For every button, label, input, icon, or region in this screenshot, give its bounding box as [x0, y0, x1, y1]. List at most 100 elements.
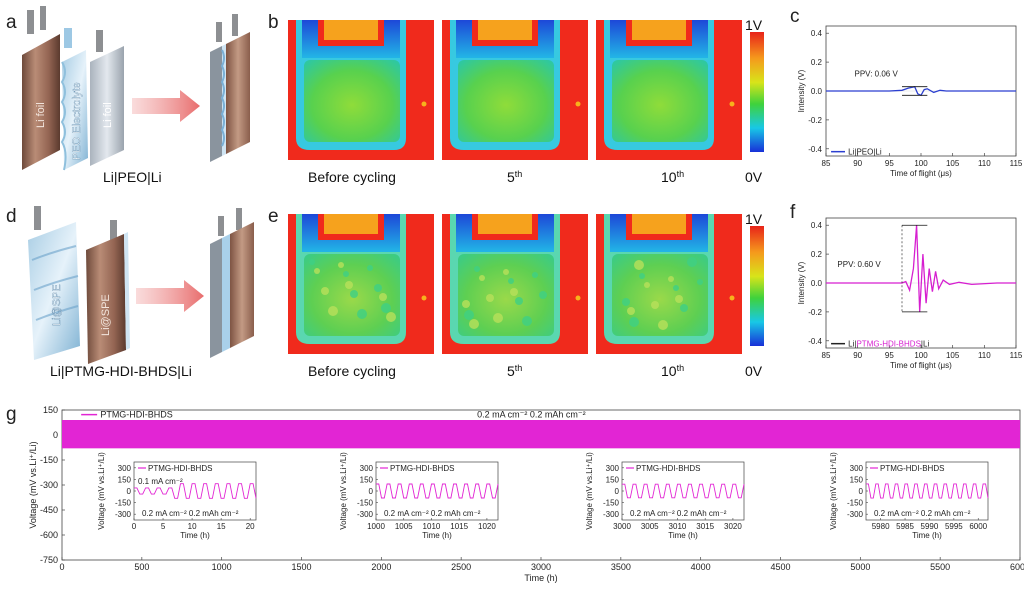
caption-d: Li|PTMG-HDI-BHDS|Li: [50, 363, 192, 379]
x-tick-label: 105: [946, 351, 960, 360]
heatmap-speckle: [675, 295, 683, 303]
heatmap-speckle: [639, 273, 645, 279]
heatmap-caption-sup: th: [515, 169, 523, 179]
y-axis-label: Voltage (mV vs.Li⁺/Li): [28, 441, 38, 528]
heatmap-speckle: [644, 282, 650, 288]
heatmap-speckle: [479, 275, 485, 281]
caption-a: Li|PEO|Li: [103, 169, 162, 185]
heatmap-speckle: [680, 304, 688, 312]
x-tick-label: 3000: [531, 562, 551, 572]
y-axis-label: Intensity (V): [797, 261, 806, 304]
panel-g: g 0 500 1000 1500 2000 2500 3000 3500 4000 4500 50…: [6, 404, 1024, 583]
heatmap-speckle: [634, 260, 644, 270]
heatmap-speckle: [510, 288, 518, 296]
heatmap-dot: [729, 101, 735, 107]
heatmap-caption: 10th: [661, 363, 684, 379]
inset-x-tick-label: 5995: [945, 522, 963, 531]
inset-y-tick-label: -150: [847, 499, 864, 508]
inset-x-tick-label: 5985: [896, 522, 914, 531]
inset-y-axis-label: Voltage (mV vs.Li⁺/Li): [97, 452, 106, 530]
heatmap-speckle: [338, 262, 344, 268]
x-tick-label: 95: [885, 351, 894, 360]
heatmap-speckle: [622, 298, 630, 306]
inset-series-line: [622, 483, 745, 499]
inset-x-axis-label: Time (h): [668, 531, 698, 540]
x-tick-label: 2000: [371, 562, 391, 572]
inset-y-tick-label: 0: [127, 487, 132, 496]
heatmap-speckle: [668, 276, 674, 282]
peo-electrolyte-illustration: PEO Electrolyte: [60, 28, 88, 171]
y-tick-label: 0.0: [811, 279, 823, 288]
heatmap-dot: [729, 295, 735, 301]
heatmap-image: [596, 20, 742, 160]
heatmap-body: [612, 60, 708, 142]
inset-y-tick-label: 0: [859, 487, 864, 496]
inset-x-tick-label: 1000: [367, 522, 385, 531]
heatmap-caption-sup: th: [515, 363, 523, 373]
heatmap-dot: [575, 101, 581, 107]
heatmap-speckle: [697, 279, 703, 285]
inset-legend-label: PTMG-HDI-BHDS: [880, 464, 944, 473]
heatmap-dot: [421, 101, 427, 107]
x-tick-label: 85: [822, 351, 831, 360]
x-tick-label: 2500: [451, 562, 471, 572]
heatmap-speckle: [515, 297, 523, 305]
x-tick-label: 6000: [1010, 562, 1024, 572]
heatmap-speckle: [328, 306, 338, 316]
inset-x-axis-label: Time (h): [422, 531, 452, 540]
heatmap-speckle: [627, 307, 635, 315]
x-tick-label: 100: [914, 351, 928, 360]
inset-background: [336, 456, 502, 548]
heatmap-speckle: [493, 313, 503, 323]
panel-label-f: f: [790, 202, 796, 223]
inset-background: [94, 456, 260, 548]
heatmap-speckle: [486, 294, 494, 302]
heatmap-body: [304, 60, 400, 142]
inset-background: [826, 456, 992, 548]
panel-f: f 85 90 95 100 105 110 115 0.4 0.2 0.0 -0.2 -0.4 Tim…: [790, 202, 1023, 370]
heatmap-image: [596, 214, 742, 354]
li-foil-left-label: Li foil: [35, 102, 47, 128]
panel-label-a: a: [6, 12, 17, 33]
x-axis-label: Time of flight (μs): [890, 361, 952, 370]
inset-series-line: [134, 483, 257, 499]
cycling-band: [62, 420, 1020, 449]
panel-d: d Li@SPE Li@SPE Li|PTMG-HDI-BHDS|Li: [6, 206, 254, 379]
condition-label: 0.2 mA cm⁻² 0.2 mAh cm⁻²: [477, 410, 586, 420]
heatmap-dot: [421, 295, 427, 301]
heatmap-speckle: [345, 281, 353, 289]
inset-chart: 5980 5985 5990 5995 6000 300 150 0 -150 -300 Time …: [826, 452, 992, 548]
inset-legend-label: PTMG-HDI-BHDS: [148, 464, 212, 473]
x-tick-label: 3500: [611, 562, 631, 572]
heatmap-speckle: [379, 293, 387, 301]
heatmap-body: [458, 60, 554, 142]
y-tick-label: 0: [53, 430, 58, 440]
heatmap-speckle: [469, 319, 479, 329]
inset-y-tick-label: 0: [615, 487, 620, 496]
inset-y-tick-label: 300: [606, 464, 620, 473]
heatmap-speckle: [658, 320, 668, 330]
heatmap-caption-sup: th: [677, 169, 685, 179]
heatmap-dot: [575, 295, 581, 301]
li-spe-left-label: Li@SPE: [51, 284, 63, 326]
panel-a: a Li foil PEO Electrolyte Li foil: [6, 6, 250, 185]
li-foil-right-label: Li foil: [102, 102, 114, 128]
inset-y-tick-label: 150: [850, 475, 864, 484]
li-foil-left-illustration: Li foil: [22, 6, 60, 170]
inset-x-axis-label: Time (h): [180, 531, 210, 540]
inset-x-tick-label: 3000: [613, 522, 631, 531]
inset-x-tick-label: 15: [217, 522, 226, 531]
heatmap-caption: 5th: [507, 363, 522, 379]
heatmap-speckle: [651, 301, 659, 309]
inset-y-tick-label: -300: [603, 510, 620, 519]
inset-chart: 3000 3005 3010 3015 3020 300 150 0 -150 -300 Time …: [582, 452, 748, 548]
series-line: [826, 85, 1016, 97]
y-tick-label: 0.4: [811, 29, 823, 38]
heatmap-body: [612, 254, 708, 336]
inset-chart: 1000 1005 1010 1015 1020 300 150 0 -150 -300 Time …: [336, 452, 502, 548]
panel-b: b Before cycling 5th 10th 1V 0V: [268, 12, 764, 185]
y-tick-label: -750: [40, 555, 58, 565]
inset-y-tick-label: 150: [118, 475, 132, 484]
inset-x-tick-label: 1015: [450, 522, 468, 531]
